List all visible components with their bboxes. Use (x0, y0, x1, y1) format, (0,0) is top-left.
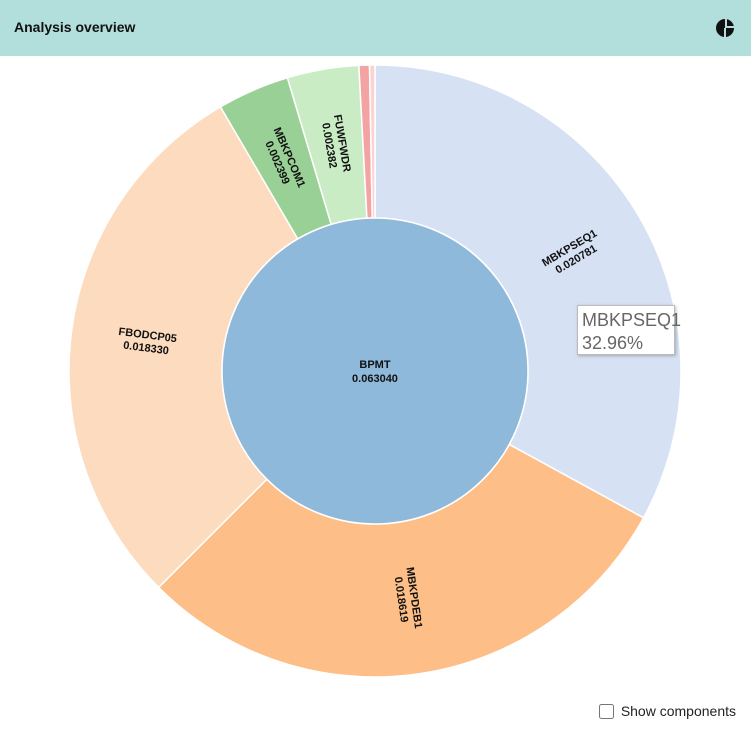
checkbox[interactable] (598, 703, 614, 719)
checkbox-label: Show components (620, 703, 736, 719)
sunburst-chart: MBKPSEQ10.020781MBKPDEB10.018619FBODCP05… (68, 64, 682, 678)
root-name: BPMT (359, 359, 390, 371)
header: Analysis overview (0, 0, 751, 56)
chart-type-icon[interactable] (715, 18, 735, 38)
root-value: 0.063040 (352, 373, 398, 385)
panel-title: Analysis overview (14, 19, 136, 35)
tooltip-name: MBKPSEQ1 (582, 310, 682, 330)
tooltip: MBKPSEQ1 32.96% (577, 305, 682, 355)
segment-value: 0.018330 (122, 340, 169, 358)
root-segment (221, 217, 529, 525)
show-components-control[interactable]: Show components (598, 703, 736, 719)
tooltip-share: 32.96% (582, 333, 644, 353)
